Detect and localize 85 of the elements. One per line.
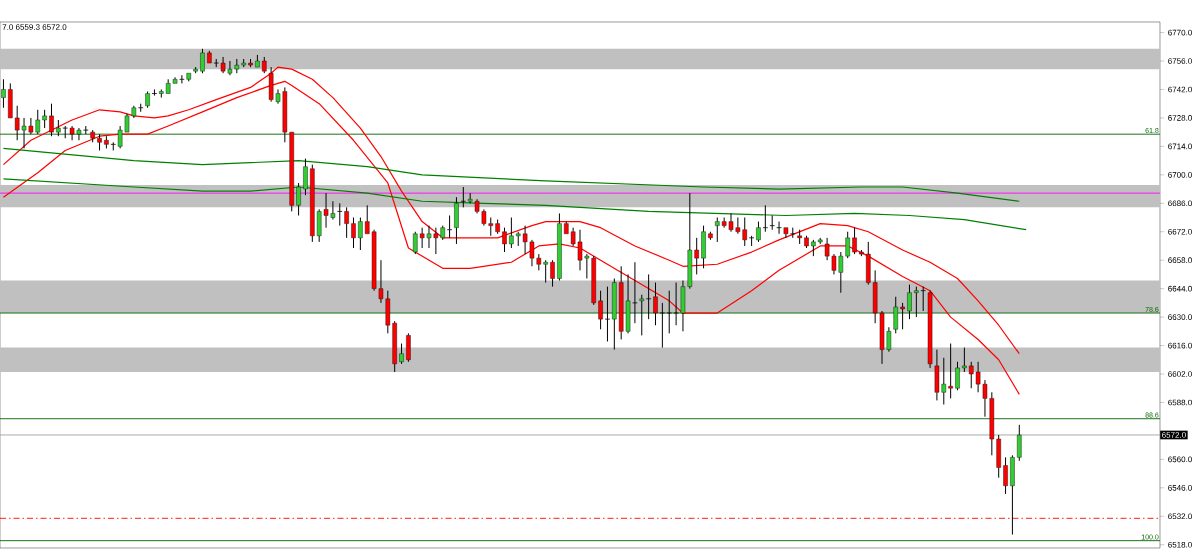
candlestick	[962, 347, 967, 373]
candlestick	[495, 219, 500, 235]
candlestick	[399, 343, 404, 365]
y-tick-label: 6700.0	[1168, 172, 1192, 178]
candlestick	[262, 56, 267, 74]
line-series	[2, 178, 1027, 231]
y-tick-label: 6756.0	[1168, 58, 1192, 64]
candlestick	[42, 109, 47, 129]
y-tick-label: 6518.0	[1168, 541, 1192, 548]
candlestick	[303, 158, 308, 196]
candlestick	[907, 284, 912, 320]
candlestick	[769, 214, 775, 231]
candlestick	[186, 73, 192, 82]
candlestick	[49, 103, 54, 137]
candlestick	[248, 58, 253, 68]
y-tick-label: 6714.0	[1168, 143, 1192, 150]
candlestick	[920, 286, 926, 312]
candlestick	[344, 206, 349, 239]
candlestick	[193, 66, 198, 74]
candlestick	[336, 202, 343, 227]
y-tick-label: 6658.0	[1168, 257, 1192, 264]
candlestick	[673, 282, 679, 326]
candlestick	[557, 212, 562, 282]
candlestick	[97, 133, 102, 151]
candlestick	[255, 54, 260, 68]
candlestick	[358, 217, 363, 251]
candlestick	[708, 231, 713, 241]
candlestick	[296, 182, 301, 216]
candlestick	[811, 239, 816, 257]
candlestick	[509, 217, 514, 249]
candlestick	[927, 290, 933, 369]
candlestick	[756, 221, 761, 243]
candlestick	[604, 286, 611, 342]
y-tick-label: 6686.0	[1168, 200, 1192, 207]
y-tick-label: 6672.0	[1168, 228, 1192, 235]
candlestick	[406, 332, 411, 363]
candlestick	[1003, 456, 1008, 495]
candlestick	[797, 229, 802, 245]
candlestick	[852, 227, 857, 255]
candlestick	[955, 361, 960, 391]
candlestick	[200, 48, 205, 74]
y-tick-label: 6728.0	[1168, 115, 1192, 121]
candlestick	[56, 119, 61, 137]
y-tick-label: 6630.0	[1168, 314, 1192, 320]
y-tick-label: 6742.0	[1168, 86, 1192, 93]
y-tick-label: 6560.0	[1168, 456, 1192, 463]
candlestick	[1010, 454, 1015, 536]
candlestick	[502, 227, 507, 253]
candlestick	[1017, 424, 1022, 462]
candlestick	[454, 196, 459, 245]
candlestick	[151, 88, 158, 95]
candlestick	[893, 296, 898, 334]
candlestick	[145, 91, 150, 109]
candlestick	[859, 249, 864, 257]
y-tick-label: 6644.0	[1168, 285, 1192, 292]
candlestick	[900, 302, 905, 330]
candlestick	[446, 214, 453, 239]
line-series	[2, 66, 1020, 355]
candlestick	[645, 273, 652, 320]
y-tick-label: 6616.0	[1168, 342, 1192, 349]
candlestick	[351, 217, 356, 249]
candlestick	[598, 290, 603, 330]
y-tick-label: 6546.0	[1168, 485, 1192, 491]
candlestick	[550, 259, 555, 288]
y-tick-label: 6588.0	[1168, 399, 1192, 406]
candlestick	[207, 50, 212, 64]
line-series	[2, 147, 1020, 202]
candlestick	[817, 237, 823, 245]
candlestick	[639, 294, 645, 336]
candlestick	[948, 343, 953, 399]
candlestick	[659, 302, 666, 349]
candlestick	[804, 235, 809, 249]
candlestick	[653, 282, 658, 326]
candlestick	[701, 225, 706, 269]
candlestick	[762, 204, 769, 233]
candlestick	[90, 129, 95, 143]
candlestick	[632, 261, 638, 324]
annotation: 7.0 6559.3 6572.0	[2, 24, 67, 30]
y-tick-label: 6770.0	[1168, 29, 1192, 36]
ref-line-label: 6572.0	[1162, 432, 1186, 438]
candlestick	[104, 135, 109, 149]
candlestick	[914, 286, 919, 318]
y-tick-label: 6532.0	[1168, 513, 1192, 520]
candlestick	[666, 290, 673, 334]
y-tick-label: 6602.0	[1168, 371, 1192, 377]
